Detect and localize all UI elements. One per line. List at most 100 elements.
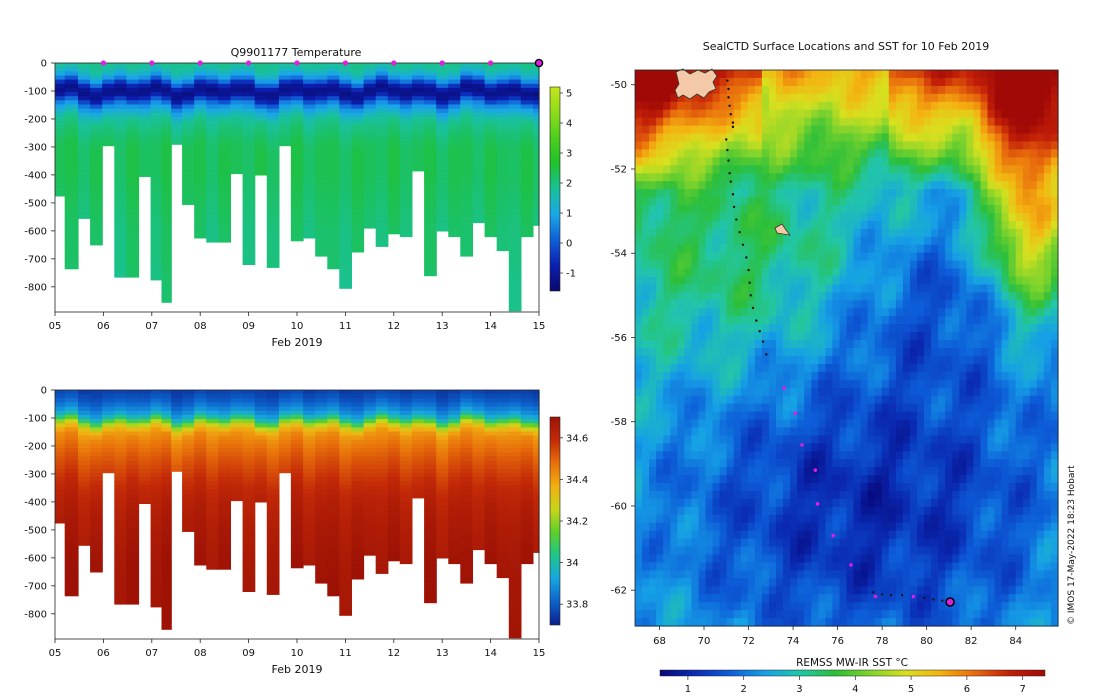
section-cell — [363, 162, 377, 168]
section-cell — [254, 170, 268, 176]
section-cell — [460, 187, 473, 193]
section-cell — [55, 390, 66, 395]
section-cell — [266, 564, 280, 570]
section-cell — [194, 208, 207, 214]
sst-cell — [783, 173, 791, 182]
section-cell — [508, 237, 522, 243]
section-cell — [161, 216, 172, 222]
section-cell — [55, 439, 66, 445]
section-cell — [327, 568, 340, 574]
section-cell — [194, 439, 207, 445]
sst-cell — [649, 149, 657, 158]
section-cell — [533, 497, 540, 503]
sst-cell — [769, 141, 777, 150]
section-cell — [150, 427, 163, 433]
sst-cell — [825, 165, 833, 174]
section-cell — [363, 419, 377, 424]
section-cell — [339, 547, 352, 553]
section-cell — [290, 518, 304, 524]
section-cell — [327, 75, 340, 81]
sst-cell — [917, 205, 925, 214]
section-cell — [64, 63, 79, 68]
section-cell — [78, 191, 91, 197]
section-cell — [218, 560, 231, 565]
sst-cell — [1051, 109, 1059, 119]
sst-cell — [656, 205, 664, 214]
section-cell — [290, 551, 304, 557]
sst-cell — [698, 173, 707, 182]
section-cell — [138, 166, 152, 172]
section-cell — [126, 166, 140, 172]
section-cell — [218, 414, 231, 420]
sst-cell — [740, 173, 749, 182]
section-cell — [206, 175, 219, 180]
y-tick-label: -400 — [24, 170, 47, 181]
section-cell — [182, 443, 195, 449]
section-cell — [114, 166, 127, 172]
section-cell — [520, 233, 534, 238]
sst-cell — [917, 141, 925, 150]
sst-cell — [1022, 157, 1031, 166]
section-cell — [206, 568, 219, 570]
section-cell — [399, 125, 413, 131]
sst-cell — [853, 109, 862, 119]
section-cell — [399, 522, 413, 528]
sst-cell — [839, 149, 848, 158]
sst-cell — [867, 141, 876, 150]
section-cell — [520, 100, 534, 106]
section-cell — [363, 121, 377, 126]
section-cell — [375, 141, 389, 147]
section-cell — [194, 121, 207, 126]
section-cell — [351, 477, 365, 482]
section-cell — [206, 560, 219, 565]
section-cell — [496, 493, 510, 499]
section-cell — [339, 200, 352, 205]
section-cell — [266, 87, 280, 93]
section-cell — [218, 535, 231, 540]
section-cell — [399, 468, 413, 474]
section-cell — [424, 473, 437, 478]
sst-cell — [931, 117, 939, 127]
section-cell — [64, 568, 79, 574]
section-cell — [55, 481, 66, 486]
section-cell — [114, 502, 127, 507]
section-cell — [448, 535, 461, 540]
sst-cell — [1036, 220, 1045, 230]
section-cell — [278, 464, 292, 470]
x-tick-label: 11 — [339, 321, 352, 332]
colorbar-tick-label: 3 — [566, 149, 572, 160]
section-cell — [339, 443, 352, 449]
sst-cell — [783, 93, 791, 103]
section-cell — [496, 154, 510, 159]
section-cell — [484, 464, 498, 470]
y-tick-label: -600 — [24, 226, 47, 237]
section-cell — [484, 402, 498, 408]
section-cell — [206, 473, 219, 478]
section-cell — [303, 564, 316, 566]
sst-cell — [761, 189, 770, 198]
section-cell — [496, 71, 510, 77]
section-cell — [242, 195, 256, 201]
section-cell — [436, 390, 449, 395]
section-cell — [278, 394, 292, 399]
section-cell — [508, 406, 522, 412]
section-cell — [327, 468, 340, 474]
section-cell — [114, 390, 127, 395]
section-cell — [64, 133, 79, 139]
section-cell — [399, 146, 413, 151]
sst-cell — [677, 220, 685, 230]
sst-cell — [839, 77, 848, 87]
section-cell — [484, 560, 498, 565]
section-cell — [460, 71, 473, 77]
section-cell — [55, 121, 66, 126]
sst-cell — [874, 149, 883, 158]
section-cell — [64, 585, 79, 590]
sst-cell — [888, 228, 897, 238]
section-cell — [194, 150, 207, 155]
section-cell — [339, 402, 352, 408]
section-cell — [206, 129, 219, 135]
sst-cell — [754, 236, 763, 246]
section-cell — [399, 166, 413, 172]
section-cell — [114, 150, 127, 155]
section-cell — [351, 431, 365, 437]
